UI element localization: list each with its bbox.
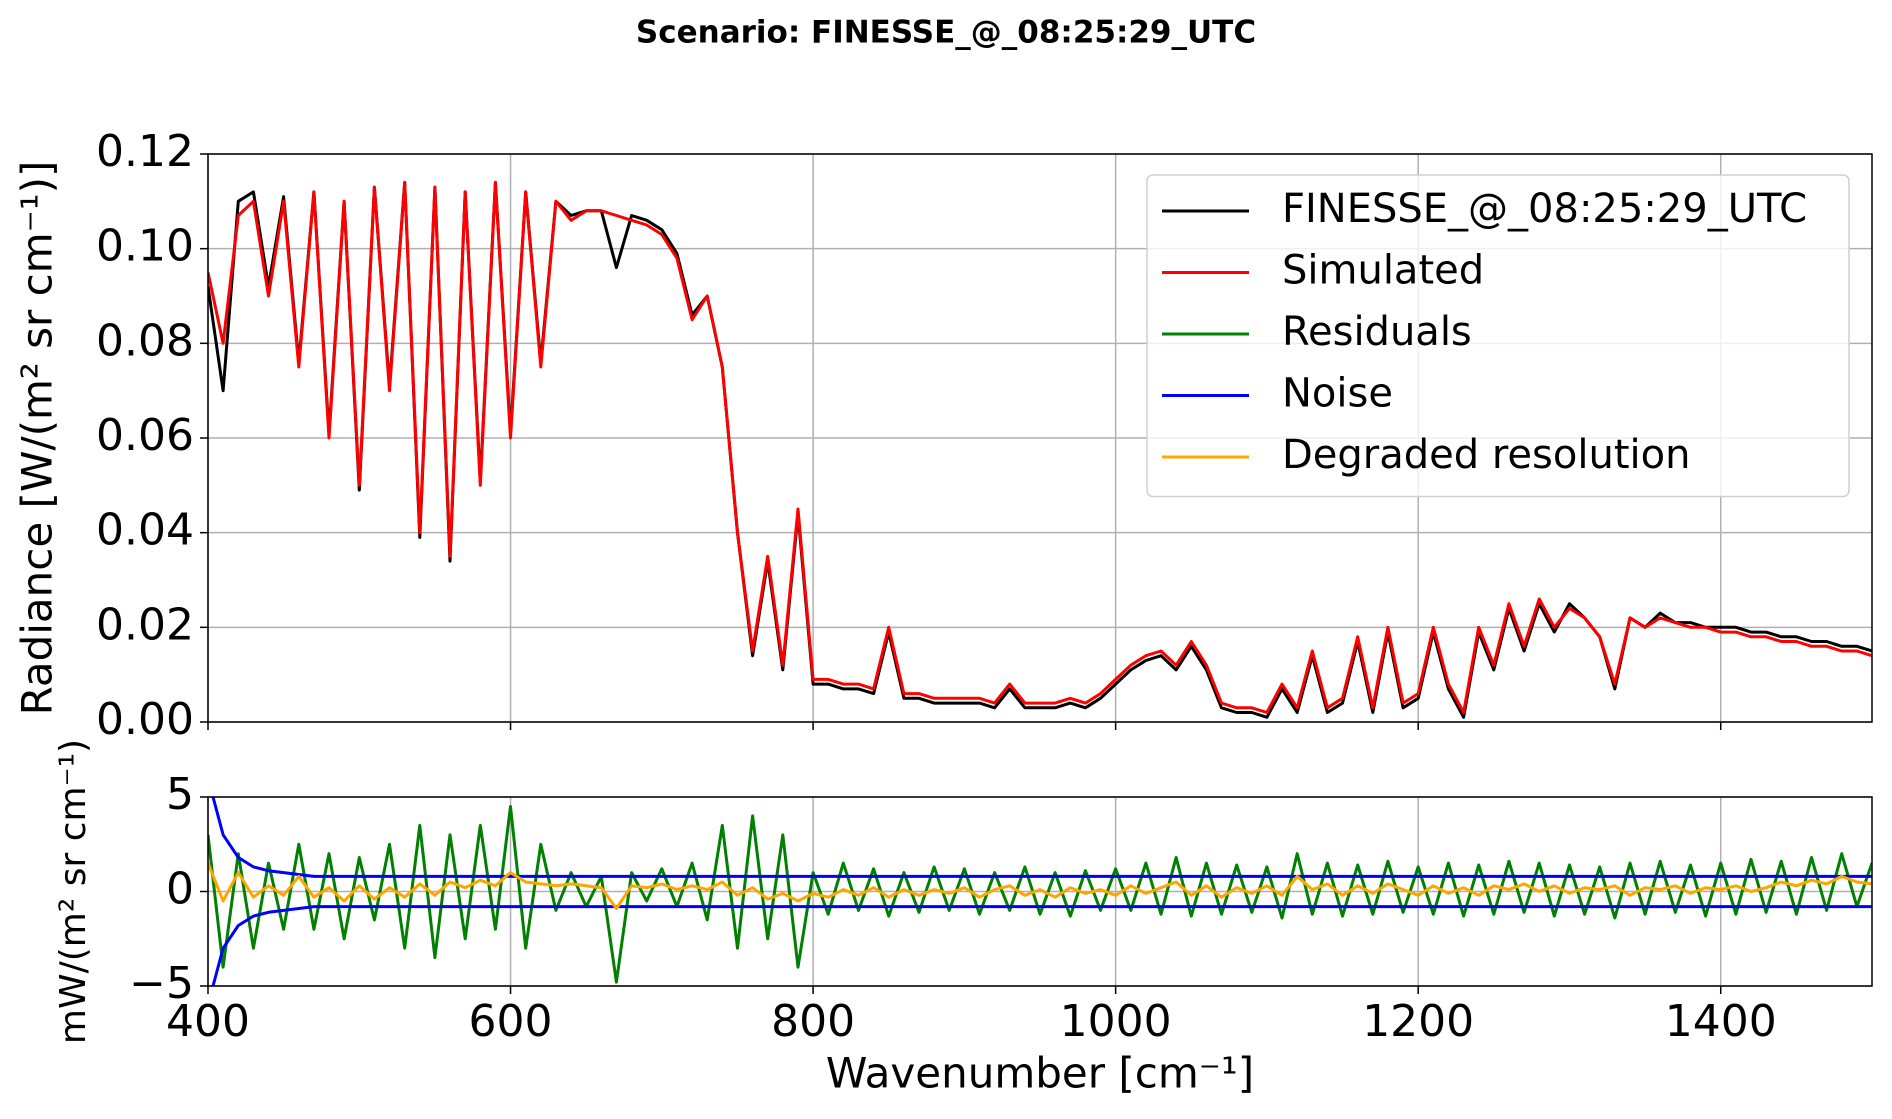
figure-title: Scenario: FINESSE_@_08:25:29_UTC xyxy=(636,15,1256,51)
series-line xyxy=(208,862,1872,910)
y-tick-label: 0 xyxy=(166,864,194,915)
series-line xyxy=(208,180,1872,714)
x-tick-label: 400 xyxy=(166,996,250,1047)
series-line xyxy=(211,797,1872,878)
x-tick-label: 800 xyxy=(771,996,855,1047)
y-tick-label: 5 xyxy=(166,769,194,820)
x-tick-label: 1000 xyxy=(1060,996,1172,1047)
y-axis-label: mW/(m² sr cm⁻¹) xyxy=(53,739,94,1044)
y-tick-label: 0.00 xyxy=(96,694,194,745)
series-line xyxy=(211,905,1872,986)
y-tick-label: 0.02 xyxy=(96,599,194,650)
legend-box xyxy=(1146,174,1850,498)
legend-label: Simulated xyxy=(1282,248,1484,294)
legend-label: Degraded resolution xyxy=(1282,432,1690,478)
y-tick-label: 0.12 xyxy=(96,126,194,177)
y-tick-label: 0.06 xyxy=(96,410,194,461)
legend-label: Noise xyxy=(1282,371,1393,417)
y-tick-label: 0.04 xyxy=(96,505,194,556)
plot-lines xyxy=(208,180,1872,719)
y-tick-label: 0.10 xyxy=(96,221,194,272)
y-tick-label: 0.08 xyxy=(96,315,194,366)
plot-frame xyxy=(207,796,1873,987)
x-tick-label: 1400 xyxy=(1665,996,1777,1047)
legend-label: FINESSE_@_08:25:29_UTC xyxy=(1282,186,1807,232)
plot-lines xyxy=(208,797,1872,986)
plot-frame xyxy=(207,153,1873,723)
x-tick-label: 1200 xyxy=(1362,996,1474,1047)
x-axis-label: Wavenumber [cm⁻¹] xyxy=(826,1049,1254,1098)
legend-label: Residuals xyxy=(1282,309,1472,355)
x-tick-label: 600 xyxy=(469,996,553,1047)
series-line xyxy=(208,805,1872,984)
y-tick-label: −5 xyxy=(129,958,194,1009)
y-axis-label: Radiance [W/(m² sr cm⁻¹)] xyxy=(13,161,62,716)
